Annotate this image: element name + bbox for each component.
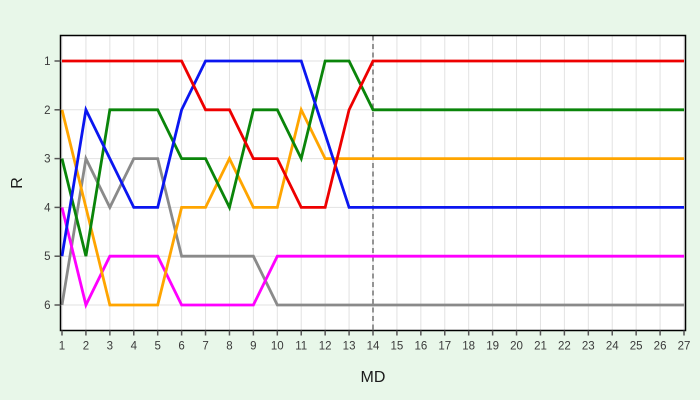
x-tick-label: 22 (558, 341, 571, 353)
y-tick-label: 3 (44, 154, 50, 166)
x-tick-label: 11 (295, 341, 307, 353)
x-tick-label: 3 (107, 341, 113, 353)
series-line-gray (60, 154, 684, 307)
x-tick-label: 20 (510, 341, 523, 353)
y-tick-label: 2 (44, 105, 50, 117)
x-tick-label: 17 (438, 341, 451, 353)
y-tick-label: 6 (44, 300, 50, 312)
x-tick-label: 5 (154, 341, 160, 353)
x-tick-label: 27 (678, 341, 691, 353)
x-tick-label: 18 (462, 341, 475, 353)
x-tick-label: 1 (59, 341, 65, 353)
series-line-blue (60, 59, 684, 257)
x-tick-label: 24 (606, 341, 619, 353)
x-tick-label: 23 (582, 341, 595, 353)
x-tick-label: 21 (534, 341, 547, 353)
x-tick-label: 16 (414, 341, 427, 353)
x-tick-label: 2 (83, 341, 89, 353)
series-line-orange (60, 105, 684, 307)
x-tick-label: 14 (367, 341, 380, 353)
x-tick-label: 26 (654, 341, 667, 353)
x-tick-label: 15 (391, 341, 404, 353)
y-axis-title: R (9, 177, 26, 189)
x-axis-title: MD (361, 369, 386, 386)
tick-group: 1 2 3 4 5 6 7 8 9 10 11 12 13 14 15 16 17 18 19 20 21 22 23 24 2… (44, 56, 690, 353)
x-tick-label: 8 (226, 341, 232, 353)
x-tick-label: 19 (486, 341, 499, 353)
x-tick-label: 12 (319, 341, 332, 353)
y-tick-label: 1 (44, 56, 50, 68)
x-tick-label: 25 (630, 341, 643, 353)
x-tick-label: 7 (202, 341, 208, 353)
x-tick-label: 9 (250, 341, 256, 353)
series-line-red (62, 59, 684, 209)
y-tick-label: 4 (44, 202, 51, 214)
series-group (60, 59, 684, 310)
x-tick-label: 6 (178, 341, 184, 353)
y-tick-label: 5 (44, 251, 50, 263)
x-tick-label: 4 (131, 341, 138, 353)
x-tick-label: 10 (271, 341, 284, 353)
x-tick-label: 13 (343, 341, 356, 353)
series-line-green (60, 59, 684, 257)
